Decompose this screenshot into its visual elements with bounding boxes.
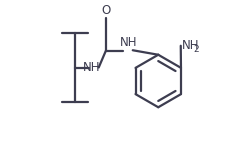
- Text: NH: NH: [120, 36, 137, 48]
- Text: NH: NH: [83, 61, 100, 74]
- Text: 2: 2: [194, 45, 199, 54]
- Text: NH: NH: [182, 39, 200, 52]
- Text: O: O: [101, 4, 110, 17]
